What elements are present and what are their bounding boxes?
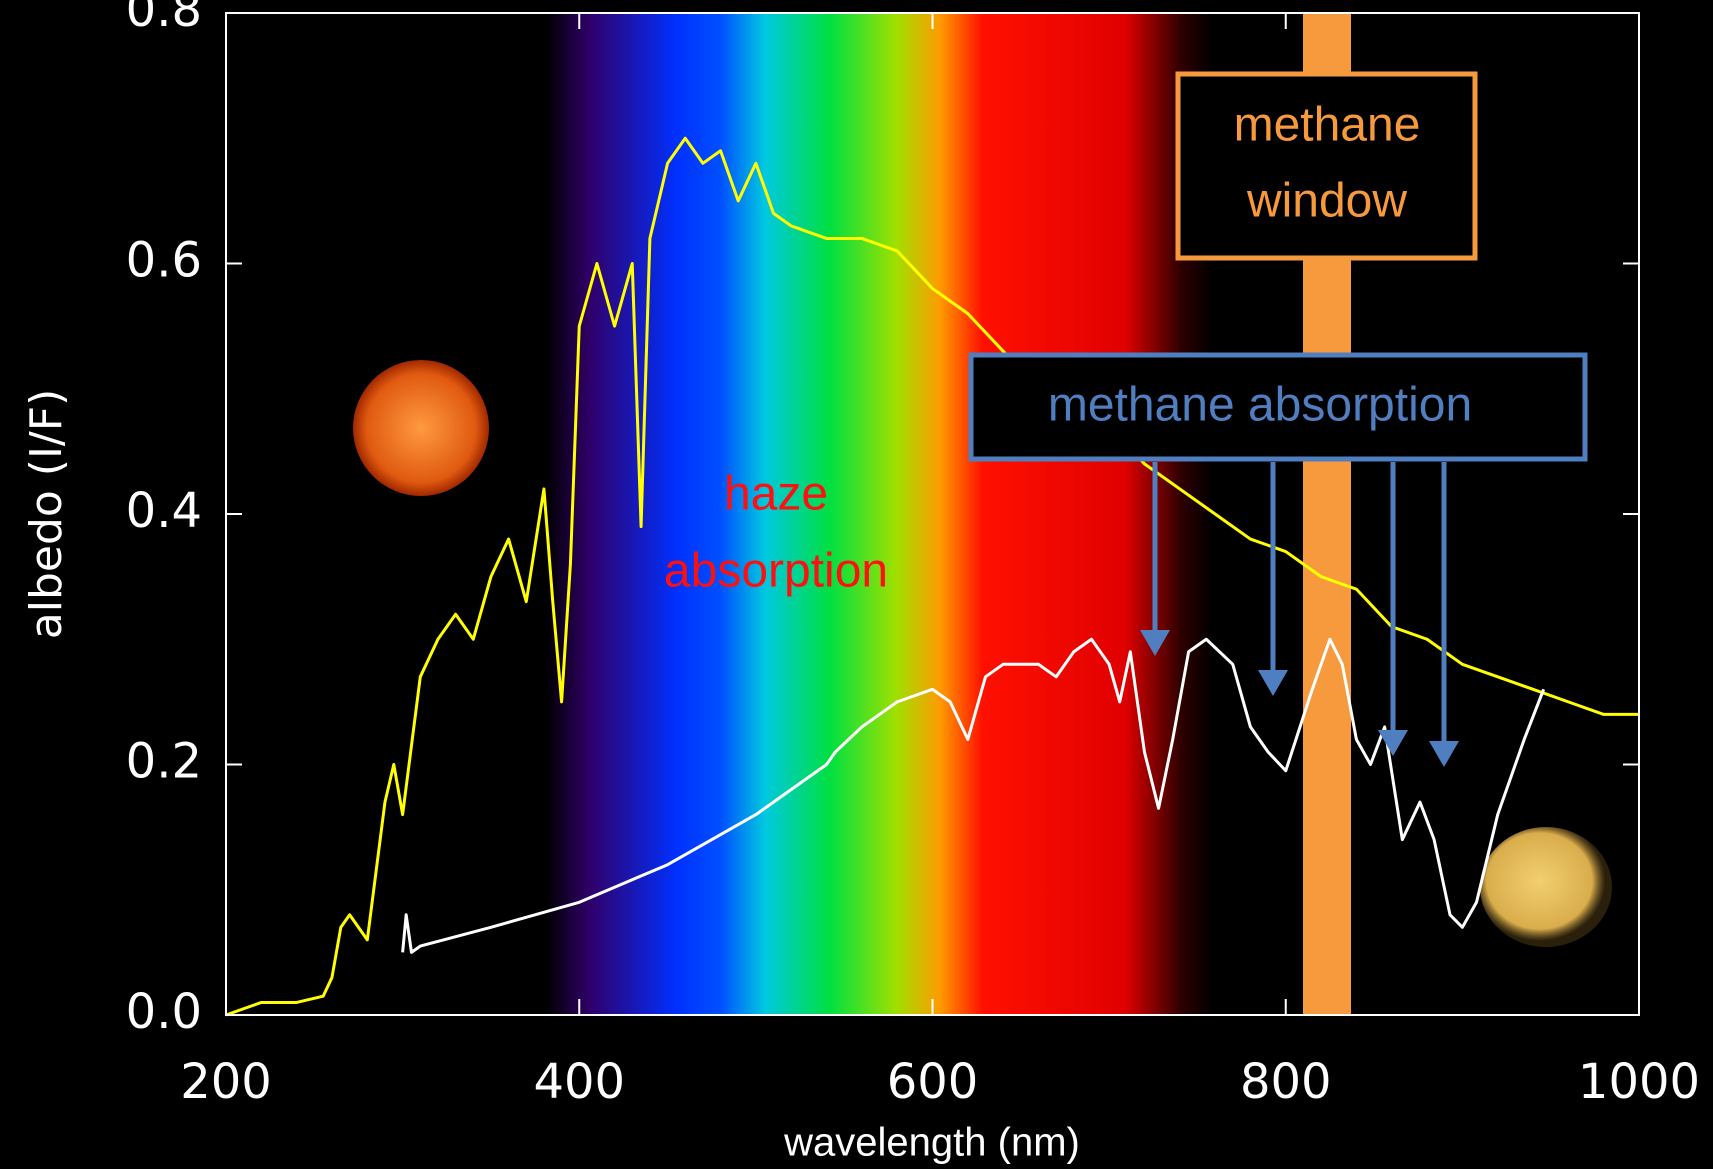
page: methane window methane absorption haze a… [0,0,1713,1169]
y-tick-label: 0.4 [126,483,202,539]
haze-label: haze [724,468,828,521]
window-label: methane [1234,99,1421,152]
haze-label: absorption [664,545,888,598]
y-tick-label: 0.0 [126,984,202,1040]
y-tick-label: 0.8 [126,0,202,38]
spectrum-background [546,13,1213,1015]
window-label: window [1246,175,1407,228]
chart: methane window methane absorption haze a… [0,0,1713,1169]
y-axis-title: albedo (I/F) [21,389,72,639]
x-tick-label: 1000 [1578,1054,1700,1110]
x-tick-label: 800 [1240,1054,1332,1110]
x-tick-label: 400 [533,1054,625,1110]
sun-image [353,360,489,496]
y-tick-label: 0.2 [126,734,202,790]
x-axis-title: wavelength (nm) [783,1121,1080,1165]
y-tick-label: 0.6 [126,233,202,289]
x-tick-label: 600 [887,1054,979,1110]
titan-image [1480,827,1612,947]
absorption-label: methane absorption [1048,379,1472,432]
x-tick-label: 200 [180,1054,272,1110]
